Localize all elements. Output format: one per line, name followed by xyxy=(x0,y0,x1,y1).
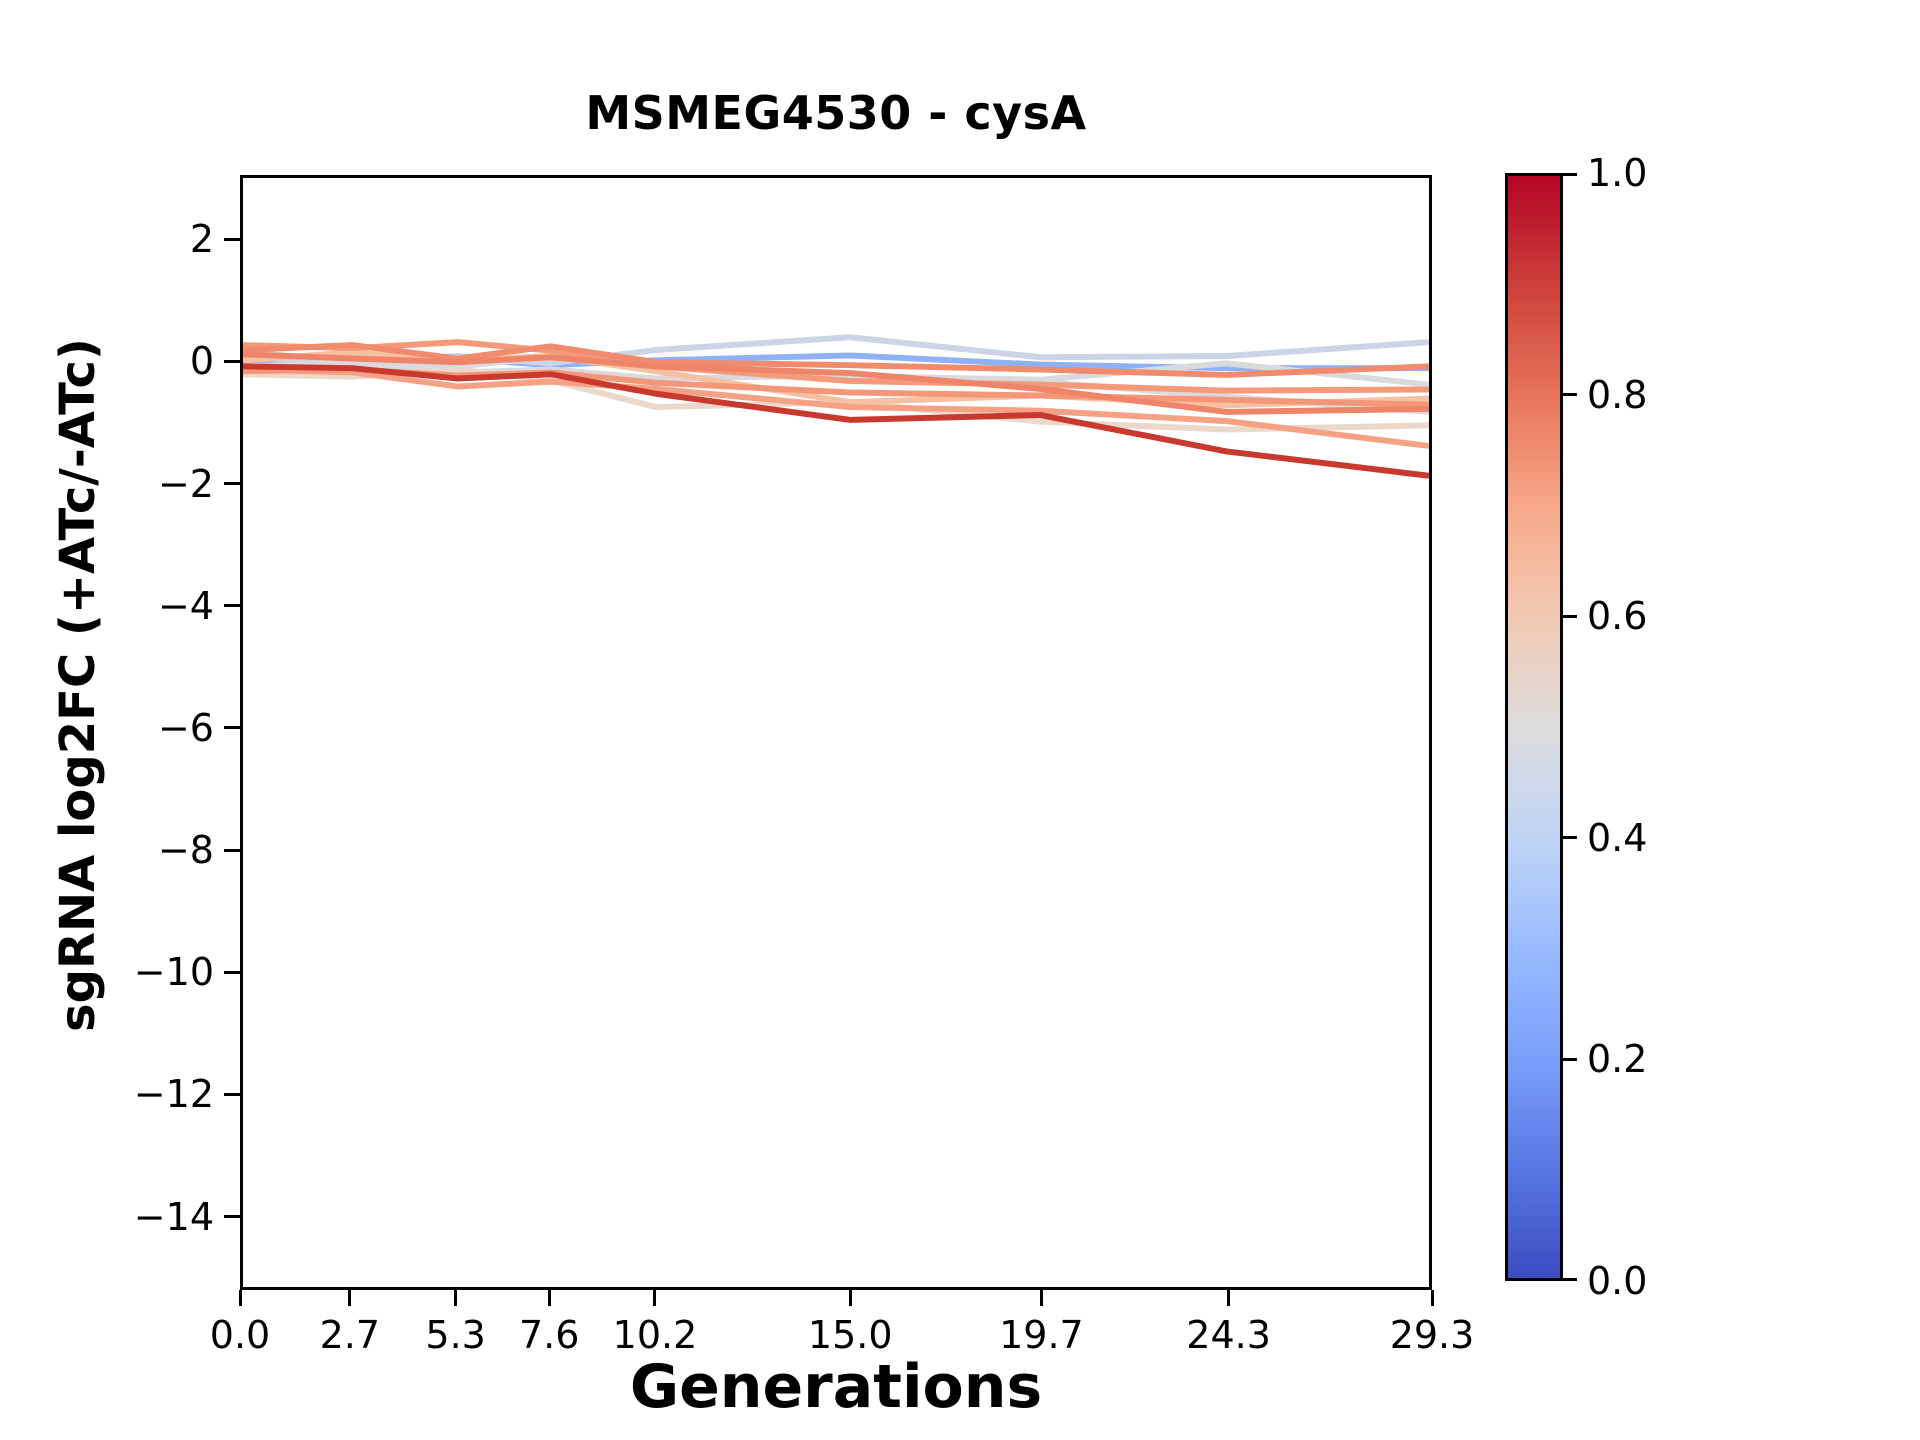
x-tick-label: 10.2 xyxy=(612,1313,698,1357)
colorbar-tick-label: 0.6 xyxy=(1587,594,1648,639)
sgrna-lines-plot xyxy=(243,334,1429,479)
colorbar-tick-label: 0.4 xyxy=(1587,815,1648,860)
x-tick-mark xyxy=(348,1290,352,1306)
x-tick-mark xyxy=(653,1290,657,1306)
y-tick-label: −6 xyxy=(157,705,214,750)
y-tick-mark xyxy=(224,848,240,852)
x-axis-label: Generations xyxy=(629,1352,1043,1422)
y-tick-mark xyxy=(224,970,240,974)
y-tick-label: 0 xyxy=(189,339,214,384)
colorbar-tick-label: 0.2 xyxy=(1587,1037,1648,1082)
x-tick-mark xyxy=(238,1290,242,1306)
x-tick-mark xyxy=(1039,1290,1043,1306)
y-tick-label: −14 xyxy=(133,1194,214,1239)
colorbar-tick-mark xyxy=(1563,836,1577,840)
y-tick-label: 2 xyxy=(189,217,214,262)
y-tick-label: −4 xyxy=(157,583,214,628)
colorbar xyxy=(1505,173,1563,1281)
x-tick-mark xyxy=(547,1290,551,1306)
series-line-sgRNA-12 xyxy=(243,360,1429,415)
x-tick-label: 7.6 xyxy=(518,1313,580,1357)
x-tick-label: 24.3 xyxy=(1186,1313,1271,1357)
y-tick-label: −2 xyxy=(157,461,214,506)
y-axis-label: sgRNA log2FC (+ATc/-ATc) xyxy=(50,338,106,1032)
x-tick-label: 5.3 xyxy=(425,1313,486,1357)
colorbar-tick-label: 0.0 xyxy=(1587,1259,1648,1303)
series-line-sgRNA-1 xyxy=(243,363,1429,479)
x-tick-label: 2.7 xyxy=(319,1313,381,1357)
y-tick-mark xyxy=(224,604,240,608)
x-tick-mark xyxy=(848,1290,852,1306)
plot-area xyxy=(240,175,1432,1290)
colorbar-tick-mark xyxy=(1563,393,1577,397)
y-tick-label: −12 xyxy=(133,1072,214,1117)
colorbar-tick-mark xyxy=(1563,173,1577,176)
series-line-sgRNA-4 xyxy=(243,351,1429,415)
x-tick-mark xyxy=(1430,1290,1434,1306)
x-tick-mark xyxy=(454,1290,458,1306)
x-tick-mark xyxy=(1227,1290,1231,1306)
x-tick-label: 15.0 xyxy=(807,1313,893,1357)
colorbar-tick-label: 1.0 xyxy=(1587,151,1648,195)
colorbar-tick-label: 0.8 xyxy=(1587,372,1648,417)
y-tick-label: −8 xyxy=(157,828,214,873)
x-tick-label: 29.3 xyxy=(1389,1313,1475,1357)
x-tick-label: 19.7 xyxy=(999,1313,1084,1357)
series-line-sgRNA-8 xyxy=(243,342,1429,378)
x-tick-label: 0.0 xyxy=(209,1313,271,1357)
y-tick-mark xyxy=(224,482,240,486)
y-tick-mark xyxy=(224,1215,240,1219)
y-tick-label: −10 xyxy=(133,950,214,995)
colorbar-tick-mark xyxy=(1563,614,1577,618)
y-tick-mark xyxy=(224,237,240,241)
colorbar-tick-mark xyxy=(1563,1057,1577,1061)
y-tick-mark xyxy=(224,1092,240,1096)
colorbar-tick-mark xyxy=(1563,1278,1577,1281)
y-tick-mark xyxy=(224,359,240,363)
series-line-sgRNA-2 xyxy=(243,366,1429,449)
chart-title: MSMEG4530 - cysA xyxy=(585,86,1087,140)
y-tick-mark xyxy=(224,726,240,730)
